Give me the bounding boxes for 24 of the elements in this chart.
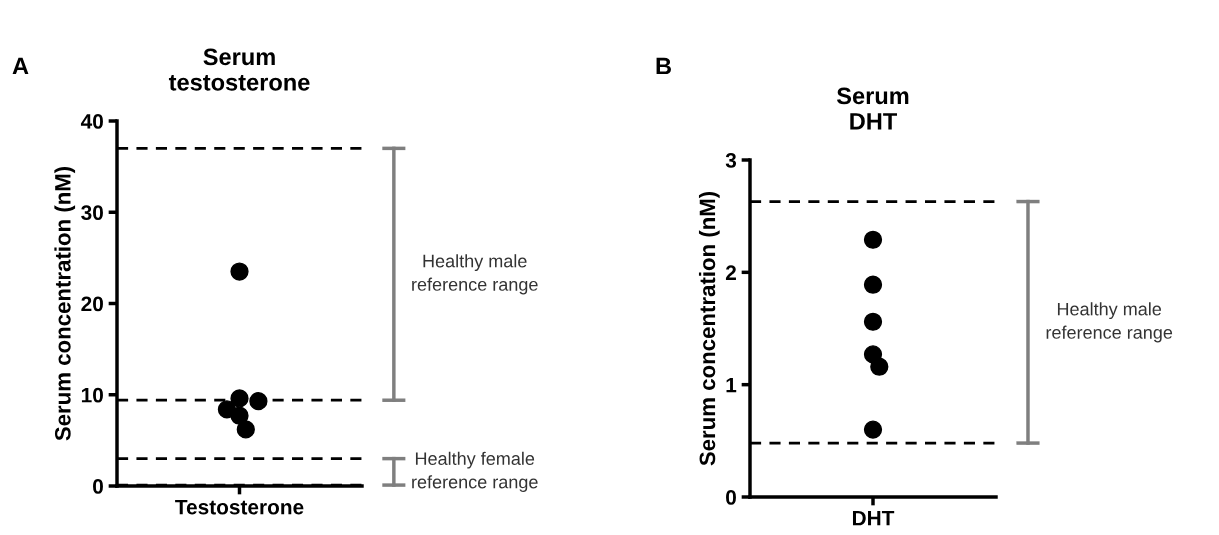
chart-title: Serum DHT [836,87,909,130]
chart-title: Serum testosterone [168,48,310,91]
y-axis-title: Serum concentration (nM) [698,191,720,466]
y-tick-label: 3 [725,153,737,168]
text: Healthy female reference range [412,451,538,492]
y-tick-label: 20 [81,296,103,312]
y-tick-label: 0 [726,490,736,505]
x-tick-label: Testosterone [175,499,304,515]
point [863,312,883,331]
text: B [656,57,671,75]
y-tick-label: 0 [93,479,103,494]
y-tick-label: 2 [725,265,736,280]
x-tick-label: DHT [852,510,895,526]
text: Healthy male reference range [412,254,538,295]
point [863,230,883,249]
point [863,420,883,439]
y-tick-label: 10 [81,387,103,403]
y-tick-label: 40 [80,114,103,129]
y-tick-label: 1 [726,377,737,393]
point [863,275,883,294]
text: Healthy male reference range [1046,302,1173,343]
text: A [12,57,29,75]
y-axis-title: Serum concentration (nM) [54,166,76,441]
y-tick-label: 30 [81,205,103,221]
